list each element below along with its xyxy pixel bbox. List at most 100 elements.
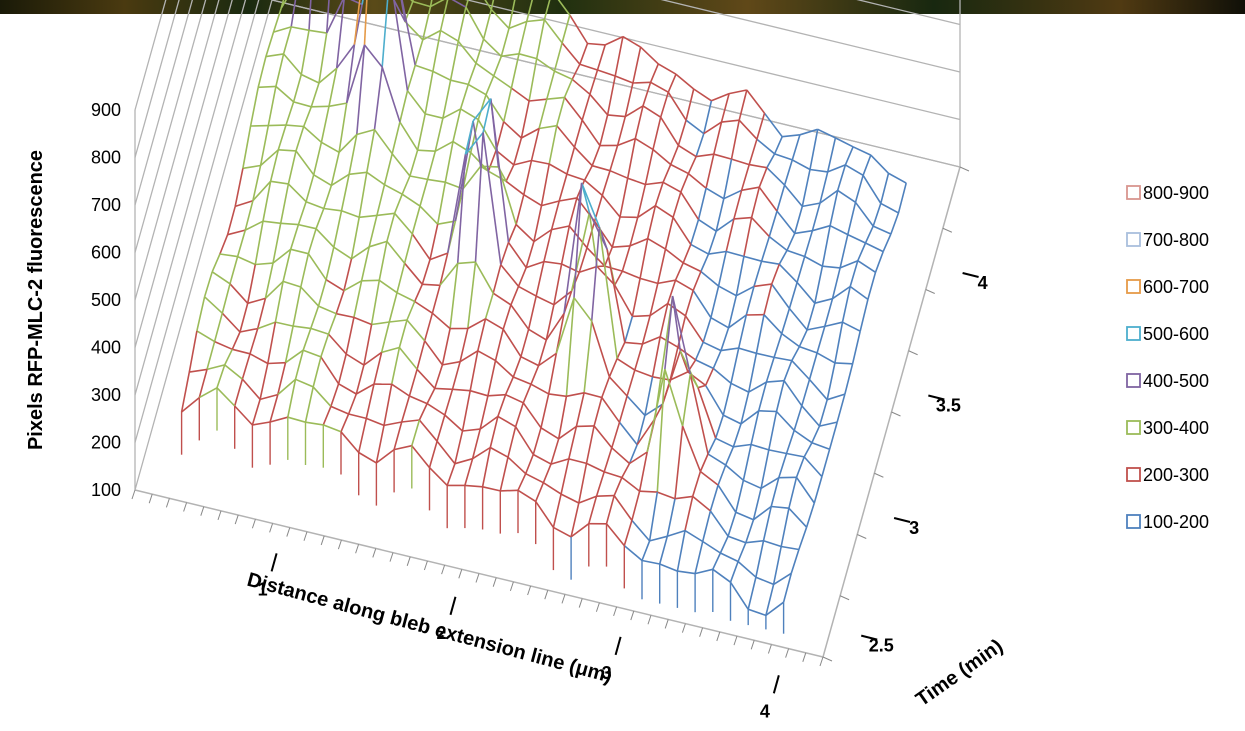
mesh-segment bbox=[735, 256, 745, 296]
distance-minor-tick bbox=[802, 652, 807, 662]
mesh-segment bbox=[398, 319, 408, 348]
mesh-segment bbox=[634, 369, 653, 378]
distance-minor-tick bbox=[785, 648, 790, 658]
mesh-segment bbox=[198, 369, 208, 398]
mesh-segment bbox=[750, 443, 770, 451]
mesh-segment bbox=[350, 217, 360, 259]
mesh-segment bbox=[513, 159, 532, 166]
mesh-segment bbox=[421, 259, 431, 285]
mesh-segment bbox=[214, 340, 233, 351]
mesh-segment bbox=[265, 53, 284, 58]
mesh-segment bbox=[723, 158, 733, 199]
mesh-segment bbox=[277, 124, 287, 151]
mesh-segment bbox=[870, 154, 890, 174]
mesh-segment bbox=[335, 0, 345, 69]
mesh-segment bbox=[733, 443, 752, 448]
mesh-segment bbox=[311, 105, 330, 108]
mesh-segment bbox=[738, 347, 757, 355]
mesh-segment bbox=[768, 449, 787, 455]
value-tick-label: 400 bbox=[91, 338, 121, 358]
legend-swatch bbox=[1126, 373, 1141, 388]
mesh-segment bbox=[558, 425, 577, 440]
mesh-segment bbox=[626, 138, 637, 179]
legend-label: 600-700 bbox=[1143, 277, 1209, 297]
mesh-segment bbox=[765, 357, 775, 383]
value-tick-label: 100 bbox=[91, 480, 121, 500]
distance-minor-tick bbox=[217, 510, 222, 521]
mesh-segment bbox=[809, 129, 819, 170]
mesh-segment bbox=[774, 153, 793, 161]
mesh-segment bbox=[484, 292, 494, 320]
mesh-segment bbox=[613, 477, 623, 496]
distance-minor-tick bbox=[509, 581, 514, 592]
mesh-segment bbox=[356, 128, 375, 136]
mesh-segment bbox=[752, 488, 762, 520]
mesh-segment bbox=[396, 291, 416, 303]
mesh-segment bbox=[515, 223, 535, 243]
mesh-segment bbox=[827, 164, 846, 173]
mesh-segment bbox=[603, 471, 623, 479]
mesh-segment bbox=[507, 426, 517, 458]
mesh-segment bbox=[393, 0, 406, 22]
mesh-segment bbox=[619, 178, 629, 218]
mesh-segment bbox=[282, 26, 292, 55]
mesh-segment bbox=[740, 391, 750, 425]
mesh-segment bbox=[500, 242, 510, 265]
mesh-segment bbox=[308, 29, 327, 34]
mesh-segment bbox=[434, 364, 444, 389]
distance-minor-tick bbox=[647, 615, 652, 625]
mesh-segment bbox=[788, 307, 808, 331]
mesh-segment bbox=[422, 283, 441, 287]
mesh-segment bbox=[414, 39, 424, 66]
mesh-segment bbox=[381, 66, 401, 123]
mesh-segment bbox=[522, 383, 532, 404]
mesh-segment bbox=[323, 424, 342, 433]
mesh-segment bbox=[712, 568, 731, 583]
distance-minor-tick bbox=[819, 656, 824, 667]
mesh-segment bbox=[432, 70, 451, 81]
mesh-segment bbox=[351, 246, 370, 260]
mesh-segment bbox=[305, 200, 325, 210]
mesh-segment bbox=[347, 393, 358, 415]
mesh-segment bbox=[897, 182, 907, 214]
mesh-segment bbox=[796, 256, 806, 283]
mesh-segment bbox=[457, 261, 476, 265]
mesh-segment bbox=[318, 305, 337, 315]
mesh-segment bbox=[292, 286, 302, 327]
time-axis-title: Time (min) bbox=[912, 635, 1007, 711]
mesh-segment bbox=[300, 30, 310, 75]
mesh-segment bbox=[318, 32, 328, 84]
legend-swatch bbox=[1126, 514, 1141, 529]
mesh-segment bbox=[585, 425, 595, 464]
mesh-segment bbox=[537, 339, 548, 366]
mesh-segment bbox=[773, 136, 783, 155]
mesh-segment bbox=[290, 248, 309, 255]
mesh-segment bbox=[273, 26, 292, 33]
mesh-segment bbox=[401, 419, 420, 423]
mesh-segment bbox=[593, 425, 613, 449]
mesh-segment bbox=[725, 250, 745, 258]
gridline bbox=[134, 0, 961, 348]
mesh-segment bbox=[236, 229, 247, 257]
mesh-segment bbox=[262, 220, 281, 225]
mesh-segment bbox=[508, 0, 516, 29]
mesh-segment bbox=[659, 563, 678, 572]
mesh-segment bbox=[644, 403, 664, 417]
mesh-segment bbox=[277, 362, 287, 395]
mesh-segment bbox=[414, 64, 434, 73]
mesh-segment bbox=[864, 225, 874, 244]
mesh-segment bbox=[464, 458, 474, 486]
mesh-segment bbox=[776, 210, 796, 234]
mesh-segment bbox=[224, 364, 243, 380]
mesh-segment bbox=[755, 540, 765, 578]
mesh-segment bbox=[568, 426, 578, 460]
mesh-segment bbox=[571, 78, 591, 95]
mesh-segment bbox=[570, 502, 580, 538]
mesh-segment bbox=[605, 523, 625, 547]
mesh-segment bbox=[403, 262, 423, 285]
mesh-segment bbox=[376, 212, 395, 217]
mesh-segment bbox=[312, 142, 323, 175]
surface-mesh bbox=[180, 0, 907, 634]
mesh-segment bbox=[393, 421, 403, 450]
mesh-segment bbox=[338, 383, 357, 395]
